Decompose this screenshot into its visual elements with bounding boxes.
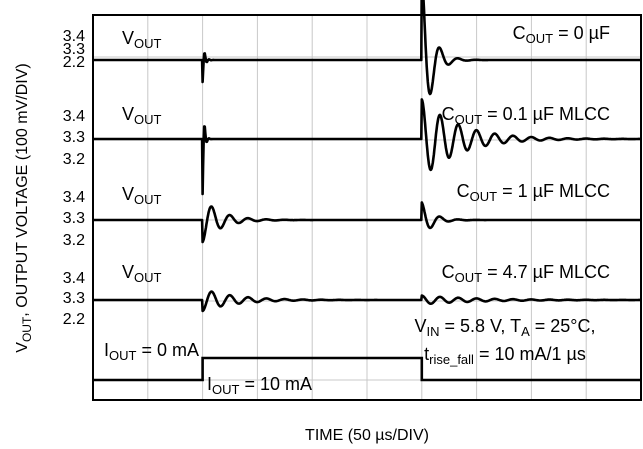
- vout-label: VOUT: [122, 184, 162, 207]
- y-tick-label: 2.2: [63, 311, 85, 328]
- y-tick-label: 3.2: [63, 151, 85, 168]
- y-axis-title: VOUT, OUTPUT VOLTAGE (100 mV/DIV): [14, 63, 34, 352]
- vout-label: VOUT: [122, 104, 162, 127]
- tick-labels: 3.43.32.23.43.33.23.43.33.23.43.32.2: [63, 28, 85, 328]
- y-tick-label: 2.2: [63, 54, 85, 71]
- vout-label: VOUT: [122, 28, 162, 51]
- vout-trace-3: [92, 201, 642, 244]
- plot-frame: [92, 14, 642, 401]
- y-tick-label: 3.4: [63, 270, 85, 287]
- cout-condition-label: COUT = 1 µF MLCC: [457, 181, 610, 204]
- y-tick-label: 3.3: [63, 129, 85, 146]
- condition-annotation: trise_fall = 10 mA/1 µs: [424, 344, 586, 367]
- traces: [92, 0, 642, 382]
- y-tick-label: 3.4: [63, 108, 85, 125]
- x-axis-title: TIME (50 µs/DIV): [305, 427, 429, 444]
- cout-condition-label: COUT = 0.1 µF MLCC: [442, 104, 610, 127]
- vout-label: VOUT: [122, 262, 162, 285]
- iout-trace: [93, 356, 641, 382]
- y-tick-label: 3.4: [63, 28, 85, 45]
- iout-high-label: IOUT = 10 mA: [207, 374, 312, 397]
- y-tick-label: 3.4: [63, 189, 85, 206]
- condition-annotation: VIN = 5.8 V, TA = 25°C,: [415, 316, 596, 339]
- iout-low-label: IOUT = 0 mA: [104, 340, 199, 363]
- y-tick-label: 3.2: [63, 232, 85, 249]
- text-labels: VOUT COUT = 0 µF VOUT COUT = 0.1 µF MLCC VOU…: [14, 23, 610, 444]
- cout-condition-label: COUT = 4.7 µF MLCC: [442, 262, 610, 285]
- vout-trace-4: [92, 290, 642, 313]
- y-tick-label: 3.3: [63, 210, 85, 227]
- y-tick-label: 3.3: [63, 41, 85, 58]
- vout-trace-2: [92, 98, 642, 196]
- y-tick-label: 3.3: [63, 290, 85, 307]
- cout-condition-label: COUT = 0 µF: [513, 23, 610, 46]
- vout-trace-1: [92, 0, 642, 96]
